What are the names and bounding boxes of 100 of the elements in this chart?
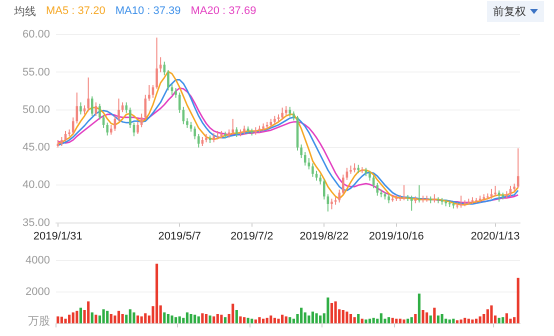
bar bbox=[242, 317, 246, 324]
bar bbox=[418, 294, 420, 324]
bar bbox=[156, 264, 158, 324]
candlestick bbox=[243, 125, 246, 136]
candlestick bbox=[129, 107, 132, 128]
candlestick bbox=[312, 162, 314, 178]
y-tick-label: 50.00 bbox=[22, 104, 50, 116]
y-tick-label: 2000 bbox=[26, 286, 50, 298]
candlestick bbox=[90, 96, 94, 116]
y-tick-label: 60.00 bbox=[22, 28, 50, 41]
bar bbox=[422, 310, 424, 324]
bar bbox=[132, 312, 136, 324]
candlestick bbox=[300, 144, 302, 159]
candlestick bbox=[418, 184, 420, 203]
bar bbox=[186, 312, 188, 324]
bar bbox=[136, 316, 140, 324]
bar bbox=[110, 314, 112, 324]
candlestick bbox=[72, 116, 74, 134]
bar bbox=[516, 278, 520, 324]
bar bbox=[281, 314, 284, 324]
candlestick bbox=[232, 118, 234, 136]
candlestick bbox=[197, 133, 200, 148]
y-tick-label: 40.00 bbox=[22, 179, 50, 192]
bar bbox=[342, 310, 344, 324]
candlestick bbox=[281, 107, 284, 120]
bar bbox=[349, 314, 352, 324]
bar bbox=[364, 319, 368, 324]
bar bbox=[467, 318, 470, 324]
bar bbox=[380, 313, 382, 324]
bar bbox=[262, 318, 265, 324]
candlestick bbox=[80, 102, 82, 115]
bar bbox=[277, 318, 280, 324]
x-tick-label: 2019/7/2 bbox=[230, 230, 274, 242]
x-tick-label: 2019/10/16 bbox=[368, 230, 424, 242]
bar bbox=[250, 318, 254, 324]
bar bbox=[106, 310, 109, 324]
x-tick-label: 2019/8/22 bbox=[300, 230, 349, 242]
bar bbox=[395, 318, 398, 324]
bar bbox=[315, 313, 318, 324]
bar bbox=[429, 316, 432, 324]
candlestick bbox=[144, 94, 147, 120]
bar bbox=[326, 297, 330, 324]
bar bbox=[208, 316, 212, 324]
x-tick-label: 2019/1/31 bbox=[33, 230, 82, 242]
y-tick-label: 35.00 bbox=[22, 216, 50, 229]
candlestick bbox=[110, 124, 112, 136]
bar bbox=[235, 310, 238, 324]
candlestick bbox=[330, 198, 333, 210]
text: MA10 : 37.39 bbox=[115, 5, 181, 17]
bar bbox=[121, 314, 124, 324]
text: MA5 : 37.20 bbox=[46, 5, 106, 17]
bar bbox=[505, 313, 508, 324]
bar bbox=[334, 301, 337, 324]
bar bbox=[357, 314, 360, 324]
bar bbox=[440, 314, 444, 324]
bar bbox=[452, 318, 455, 324]
bar bbox=[402, 319, 406, 324]
y-tick-label: 4000 bbox=[26, 254, 50, 267]
bar bbox=[474, 318, 478, 324]
bar bbox=[300, 308, 303, 324]
bar bbox=[216, 314, 219, 324]
bar bbox=[79, 308, 82, 324]
candlestick bbox=[148, 84, 150, 102]
bar bbox=[502, 317, 504, 324]
candlestick bbox=[498, 190, 500, 202]
bar bbox=[224, 317, 227, 324]
candlestick bbox=[194, 126, 196, 140]
bar bbox=[94, 314, 98, 324]
candlestick bbox=[87, 77, 90, 112]
candlestick bbox=[60, 136, 63, 147]
bar bbox=[353, 317, 356, 324]
bar bbox=[482, 314, 486, 324]
candlestick bbox=[156, 37, 158, 90]
legend-title: 均线 bbox=[14, 4, 36, 18]
bar bbox=[90, 312, 94, 324]
bar bbox=[410, 317, 413, 324]
candlestick bbox=[186, 118, 188, 128]
bar bbox=[258, 317, 261, 324]
bar bbox=[64, 318, 67, 324]
candlestick bbox=[376, 182, 379, 196]
candlestick bbox=[212, 132, 215, 143]
bar bbox=[128, 309, 132, 324]
y-tick-label: 55.00 bbox=[22, 66, 50, 78]
candlestick bbox=[136, 121, 139, 134]
bar bbox=[368, 318, 372, 324]
candlestick bbox=[106, 122, 108, 136]
candlestick bbox=[118, 98, 120, 122]
candlestick bbox=[292, 110, 295, 121]
bar bbox=[144, 313, 147, 324]
candlestick bbox=[201, 136, 204, 147]
x-tick-label: 2020/1/13 bbox=[470, 230, 520, 242]
candlestick bbox=[236, 126, 238, 138]
bar bbox=[288, 317, 292, 324]
candlestick bbox=[494, 185, 496, 197]
bar bbox=[76, 310, 78, 324]
candlestick bbox=[304, 152, 306, 166]
bar bbox=[102, 309, 105, 324]
bar bbox=[360, 318, 364, 324]
bar bbox=[426, 312, 428, 324]
y-axis-title: 万股 bbox=[28, 315, 50, 328]
